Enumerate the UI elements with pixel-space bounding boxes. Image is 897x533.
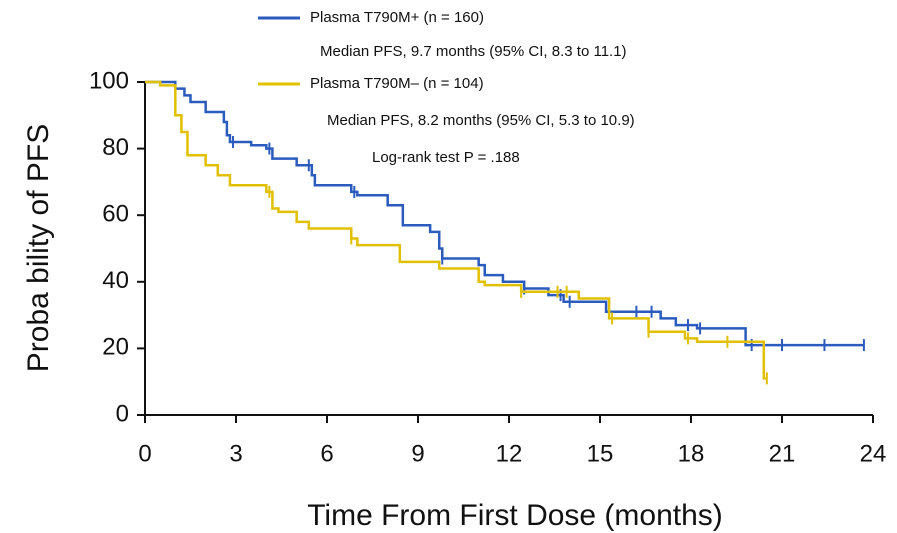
y-tick-label: 0 [116, 400, 129, 427]
annotation: Log-rank test P = .188 [372, 149, 520, 166]
x-tick-label: 15 [587, 440, 614, 467]
x-axis-title: Time From First Dose (months) [307, 499, 723, 532]
x-tick-label: 0 [138, 440, 151, 467]
x-tick-label: 24 [860, 440, 887, 467]
x-tick-label: 3 [229, 440, 242, 467]
survival-curve [145, 80, 864, 347]
legend-label: Plasma T790M– (n = 104) [310, 75, 484, 92]
y-tick-label: 60 [102, 201, 129, 228]
y-tick-label: 80 [102, 134, 129, 161]
legend-label: Plasma T790M+ (n = 160) [310, 9, 484, 26]
annotation: Median PFS, 8.2 months (95% CI, 5.3 to 1… [327, 112, 635, 129]
x-tick-label: 21 [769, 440, 796, 467]
x-tick-label: 9 [411, 440, 424, 467]
y-tick-label: 40 [102, 267, 129, 294]
x-tick-label: 12 [496, 440, 523, 467]
x-tick-label: 18 [678, 440, 705, 467]
y-tick-label: 20 [102, 334, 129, 361]
x-tick-label: 6 [320, 440, 333, 467]
y-axis-title: Proba bility of PFS [22, 124, 55, 372]
annotation: Median PFS, 9.7 months (95% CI, 8.3 to 1… [320, 43, 627, 60]
y-tick-label: 100 [89, 67, 129, 94]
